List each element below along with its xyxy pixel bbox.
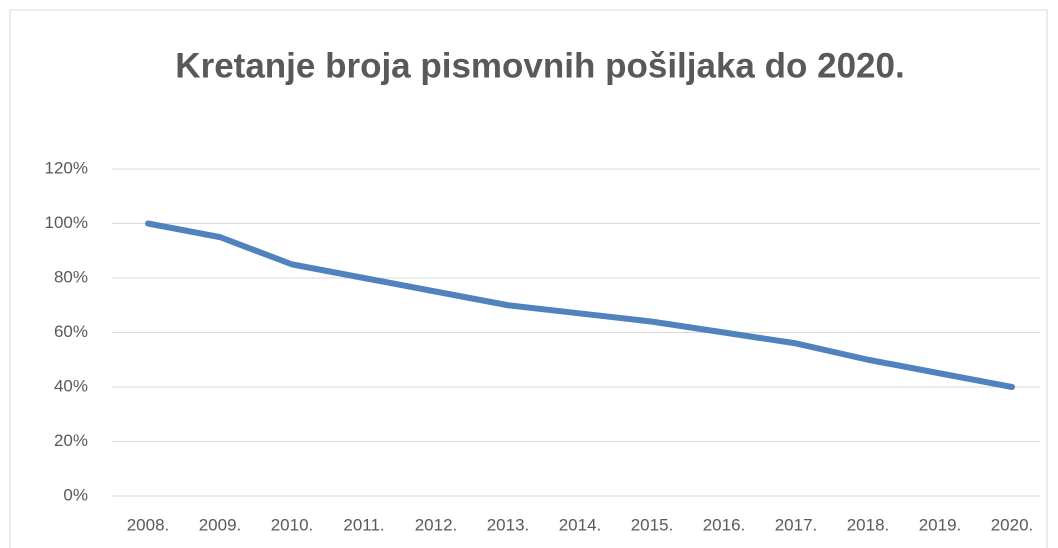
- y-tick-label: 60%: [54, 322, 88, 341]
- x-tick-label: 2013.: [487, 515, 530, 534]
- y-tick-label: 80%: [54, 267, 88, 286]
- y-tick-label: 100%: [45, 213, 88, 232]
- y-tick-label: 0%: [63, 485, 88, 504]
- x-tick-label: 2009.: [199, 515, 242, 534]
- x-tick-label: 2012.: [415, 515, 458, 534]
- x-tick-label: 2014.: [559, 515, 602, 534]
- x-tick-label: 2016.: [703, 515, 746, 534]
- x-tick-label: 2008.: [127, 515, 170, 534]
- x-tick-label: 2010.: [271, 515, 314, 534]
- x-tick-label: 2017.: [775, 515, 818, 534]
- y-tick-label: 120%: [45, 158, 88, 177]
- x-tick-label: 2019.: [919, 515, 962, 534]
- x-tick-label: 2011.: [343, 515, 384, 534]
- x-tick-label: 2020.: [991, 515, 1034, 534]
- x-tick-label: 2015.: [631, 515, 674, 534]
- y-tick-label: 40%: [54, 376, 88, 395]
- x-tick-label: 2018.: [847, 515, 890, 534]
- y-tick-label: 20%: [54, 431, 88, 450]
- chart-title: Kretanje broja pismovnih pošiljaka do 20…: [175, 46, 904, 85]
- chart-border: [9, 9, 1048, 548]
- data-line: [145, 220, 1015, 390]
